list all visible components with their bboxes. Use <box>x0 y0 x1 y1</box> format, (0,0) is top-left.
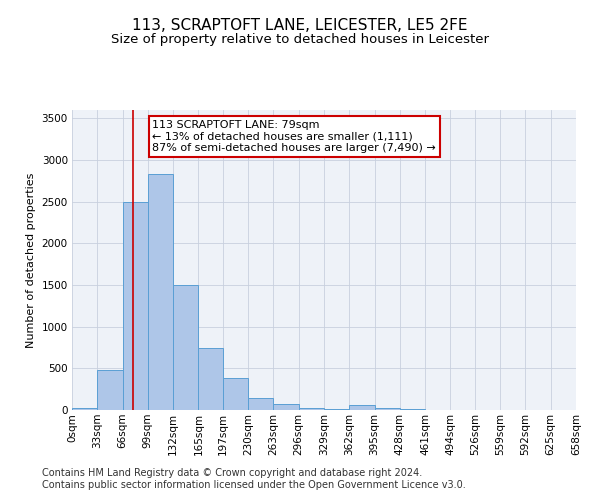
Bar <box>324 409 349 410</box>
Bar <box>274 404 299 410</box>
Text: Size of property relative to detached houses in Leicester: Size of property relative to detached ho… <box>111 32 489 46</box>
Bar <box>374 408 400 410</box>
Y-axis label: Number of detached properties: Number of detached properties <box>26 172 36 348</box>
Bar <box>400 409 425 410</box>
Text: 113 SCRAPTOFT LANE: 79sqm
← 13% of detached houses are smaller (1,111)
87% of se: 113 SCRAPTOFT LANE: 79sqm ← 13% of detac… <box>152 120 436 153</box>
Text: Contains public sector information licensed under the Open Government Licence v3: Contains public sector information licen… <box>42 480 466 490</box>
Bar <box>148 174 173 410</box>
Text: Contains HM Land Registry data © Crown copyright and database right 2024.: Contains HM Land Registry data © Crown c… <box>42 468 422 477</box>
Bar <box>122 202 148 410</box>
Bar <box>223 378 248 410</box>
Bar <box>199 348 223 410</box>
Bar <box>97 370 122 410</box>
Text: 113, SCRAPTOFT LANE, LEICESTER, LE5 2FE: 113, SCRAPTOFT LANE, LEICESTER, LE5 2FE <box>132 18 468 32</box>
Bar <box>72 408 97 410</box>
Bar <box>173 285 199 410</box>
Bar <box>248 398 274 410</box>
Bar <box>349 406 374 410</box>
Bar <box>299 408 324 410</box>
